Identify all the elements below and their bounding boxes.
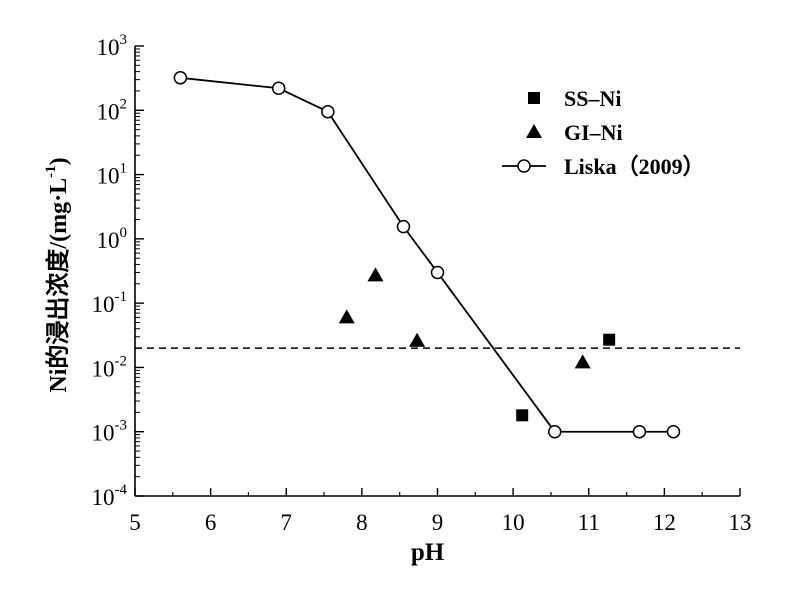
- data-point-triangle: [367, 267, 384, 282]
- x-tick-label: 7: [281, 510, 293, 535]
- data-point-open-circle: [173, 71, 188, 85]
- legend-marker-triangle: [526, 124, 542, 138]
- data-point-square: [516, 409, 529, 422]
- y-tick-exponent: -2: [115, 353, 128, 369]
- x-tick-label: 12: [653, 510, 676, 535]
- y-tick-base: 10: [92, 421, 115, 446]
- legend-label: SS–Ni: [564, 86, 621, 111]
- data-point-open-circle: [547, 424, 562, 439]
- y-tick-label: 10-1: [92, 289, 128, 317]
- y-axis-title-main: Ni的浸出浓度/(mg·L: [44, 178, 72, 393]
- y-tick-label: 10-2: [92, 353, 128, 381]
- x-axis-title: pH: [411, 539, 445, 566]
- data-point-open-circle: [271, 81, 286, 96]
- x-tick-label: 6: [205, 510, 217, 535]
- y-tick-base: 10: [92, 356, 115, 381]
- legend-marker-open-circle: [517, 159, 531, 173]
- y-tick-base: 10: [92, 485, 115, 510]
- data-point-triangle: [574, 354, 591, 369]
- legend-label: GI–Ni: [564, 120, 623, 145]
- y-tick-base: 10: [97, 228, 120, 253]
- y-tick-exponent: 3: [120, 32, 128, 48]
- data-point-open-circle: [396, 219, 411, 234]
- x-tick-label: 10: [502, 510, 525, 535]
- y-tick-base: 10: [97, 35, 120, 60]
- y-tick-base: 10: [97, 99, 120, 124]
- y-tick-label: 103: [97, 32, 128, 60]
- x-tick-label: 11: [578, 510, 600, 535]
- legend-marker-square: [528, 92, 540, 104]
- y-tick-base: 10: [92, 292, 115, 317]
- y-tick-label: 102: [97, 96, 128, 124]
- x-tick-label: 13: [729, 510, 752, 535]
- series-1: [338, 267, 591, 369]
- data-point-open-circle: [632, 424, 647, 439]
- y-tick-label: 10-4: [92, 482, 128, 510]
- data-point-open-circle: [666, 424, 681, 439]
- y-tick-label: 10-3: [92, 418, 128, 446]
- y-tick-label: 100: [97, 225, 128, 253]
- series-0: [516, 333, 616, 422]
- data-point-open-circle: [321, 104, 335, 119]
- data-point-open-circle: [430, 265, 445, 280]
- series-2: [173, 71, 681, 439]
- x-tick-label: 5: [129, 510, 141, 535]
- y-tick-exponent: -4: [115, 482, 128, 498]
- legend: SS–Ni GI–Ni Liska（2009）: [502, 86, 705, 179]
- y-axis-title-close: ): [46, 157, 72, 165]
- y-tick-exponent: -3: [115, 418, 128, 434]
- data-point-triangle: [338, 309, 355, 324]
- data-point-square: [603, 333, 616, 346]
- series-line: [180, 76, 674, 433]
- y-tick-label: 101: [97, 161, 128, 189]
- data-point-triangle: [409, 332, 426, 347]
- y-tick-base: 10: [97, 164, 120, 189]
- x-tick-label: 8: [356, 510, 368, 535]
- y-tick-exponent: 0: [120, 225, 128, 241]
- y-tick-exponent: -1: [115, 289, 128, 305]
- y-tick-exponent: 2: [120, 96, 128, 112]
- y-axis-title-sup: -1: [43, 165, 59, 178]
- y-axis-title: Ni的浸出浓度/(mg·L-1): [43, 157, 72, 392]
- y-tick-exponent: 1: [120, 161, 128, 177]
- x-tick-label: 9: [432, 510, 444, 535]
- legend-label: Liska（2009）: [564, 154, 705, 179]
